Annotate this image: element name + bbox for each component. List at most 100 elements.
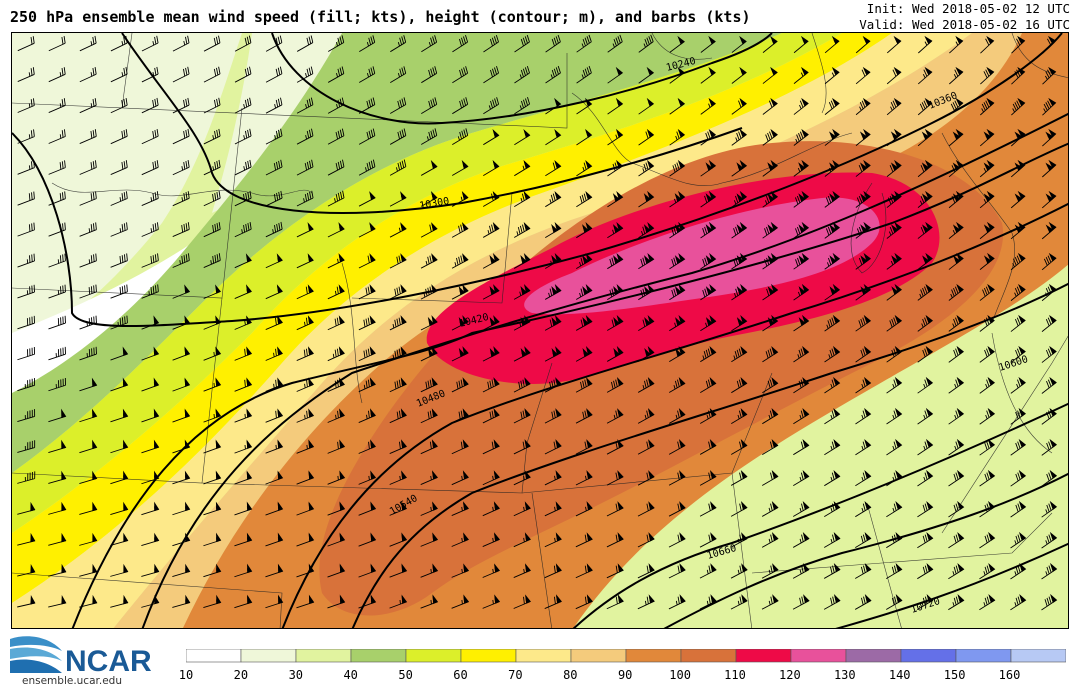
wind-barb (700, 159, 717, 177)
wind-barb (234, 439, 253, 454)
wind-barb (79, 470, 98, 484)
wind-barb (917, 159, 933, 178)
wind-barb (824, 66, 840, 85)
wind-barb (1041, 593, 1058, 611)
wind-barb (234, 97, 252, 114)
wind-barb (265, 408, 284, 423)
wind-barb (917, 283, 933, 301)
wind-barb (482, 377, 500, 393)
wind-barb (979, 190, 995, 209)
wind-barb (110, 222, 128, 237)
wind-barb (48, 470, 67, 484)
wind-barb (296, 222, 314, 238)
wind-barb (172, 253, 190, 268)
wind-barb (141, 501, 160, 516)
wind-barb (607, 252, 624, 270)
wind-barb (389, 439, 407, 454)
wind-barb (420, 377, 438, 393)
wind-barb (575, 563, 593, 579)
wind-barb (421, 66, 438, 84)
wind-barb (638, 34, 654, 53)
wind-barb (607, 66, 624, 84)
wind-barb (886, 500, 903, 518)
wind-barb (575, 408, 593, 424)
wind-barb (358, 315, 376, 331)
wind-barb (358, 66, 376, 83)
colorbar-swatch (570, 648, 627, 663)
wind-barb (141, 315, 160, 330)
wind-barb (513, 532, 531, 548)
wind-barb (48, 129, 66, 144)
wind-barb (172, 35, 190, 52)
wind-barb (451, 284, 469, 300)
wind-barb (327, 408, 346, 423)
wind-barb (824, 35, 840, 54)
wind-barb (513, 253, 531, 269)
wind-barb (110, 66, 128, 83)
wind-barb (389, 501, 408, 516)
wind-barb (700, 97, 716, 115)
wind-barb (234, 159, 252, 176)
wind-barb (451, 501, 469, 516)
wind-barb (730, 563, 748, 579)
wind-barb (762, 283, 779, 301)
wind-barb (855, 314, 872, 332)
wind-barb (79, 315, 97, 330)
wind-barb (79, 35, 97, 52)
wind-barb (545, 65, 561, 84)
wind-barb (327, 128, 345, 145)
wind-barb (203, 439, 222, 454)
wind-barb (172, 377, 191, 392)
wind-barb (234, 128, 252, 145)
wind-barb (327, 35, 345, 52)
wind-barb (668, 501, 686, 517)
contour-10540 (351, 282, 1068, 628)
wind-barb (141, 346, 160, 361)
wind-barb (513, 501, 531, 517)
wind-barb (203, 563, 222, 578)
colorbar-tick-label: 110 (724, 668, 746, 682)
wind-barb (110, 315, 128, 330)
wind-barb (761, 563, 779, 579)
wind-barb (949, 35, 964, 54)
wind-barb (48, 501, 67, 515)
wind-barb (110, 97, 128, 114)
wind-barb (575, 439, 593, 455)
wind-barb (234, 315, 253, 330)
wind-barb (452, 66, 469, 84)
wind-barb (979, 221, 995, 240)
colorbar-tick-label: 80 (563, 668, 578, 682)
wind-barb (234, 532, 253, 547)
wind-barb (793, 221, 810, 239)
wind-barb (638, 252, 655, 270)
wind-barb (731, 221, 748, 239)
wind-barb (141, 284, 159, 299)
colorbar-swatch (1010, 648, 1067, 663)
wind-barb (389, 346, 407, 362)
wind-barb (358, 222, 376, 238)
wind-barb (606, 408, 624, 424)
wind-barb (203, 253, 221, 268)
wind-barb (979, 159, 995, 178)
wind-barb (48, 284, 66, 299)
wind-barb (855, 283, 872, 301)
wind-barb (17, 315, 35, 330)
wind-barb (979, 562, 996, 580)
wind-barb (854, 563, 872, 579)
wind-barb (514, 190, 531, 207)
wind-barb (451, 346, 469, 362)
wind-barb (296, 532, 315, 547)
wind-barb (110, 284, 128, 299)
wind-barb (483, 66, 500, 84)
wind-barb (668, 594, 686, 610)
wind-barb (638, 283, 655, 301)
wind-barb (79, 160, 97, 175)
wind-barb (669, 221, 686, 239)
wind-barb (358, 563, 377, 578)
colorbar-swatch (680, 648, 737, 663)
wind-barb (731, 376, 748, 394)
wind-barb (917, 190, 933, 208)
colorbar-swatch (515, 648, 572, 663)
wind-barb (420, 532, 439, 547)
wind-barb (1041, 221, 1057, 240)
